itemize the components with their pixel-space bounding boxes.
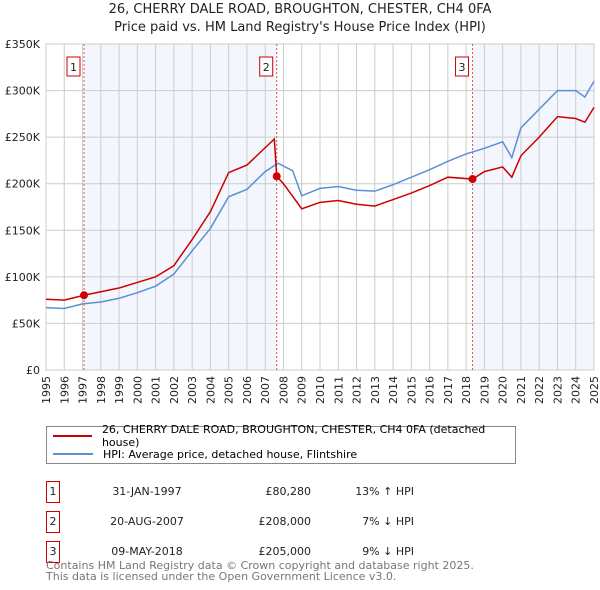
- x-tick-label: 2025: [588, 376, 600, 404]
- sale-point: [79, 291, 88, 300]
- transaction-price: £205,000: [258, 545, 312, 558]
- legend-swatch: [53, 453, 93, 455]
- legend: 26, CHERRY DALE ROAD, BROUGHTON, CHESTER…: [46, 423, 516, 464]
- transaction-number: 3: [46, 541, 60, 563]
- shaded-period: [83, 44, 277, 370]
- x-tick-label: 2020: [497, 376, 510, 404]
- marker-label-box: [66, 56, 81, 77]
- transaction-date: 31-JAN-1997: [112, 485, 182, 498]
- transaction-hpi: 13% ↑ HPI: [355, 485, 414, 498]
- transaction-number: 1: [46, 481, 60, 503]
- x-tick-label: 2010: [314, 376, 327, 404]
- x-tick-label: 1995: [40, 376, 53, 404]
- transaction-date: 09-MAY-2018: [111, 545, 183, 558]
- x-tick-label: 2011: [332, 376, 345, 404]
- x-tick-label: 2007: [259, 376, 272, 404]
- x-tick-label: 2008: [277, 376, 290, 404]
- x-tick-label: 2002: [168, 376, 181, 404]
- legend-swatch: [53, 435, 92, 437]
- y-tick-label: £250K: [5, 131, 41, 144]
- x-tick-label: 2019: [478, 376, 491, 404]
- transaction-hpi: 7% ↓ HPI: [362, 515, 414, 528]
- marker-label-box: [455, 56, 470, 77]
- property-price-line: [45, 106, 595, 301]
- marker-label: 2: [263, 61, 270, 74]
- x-tick-label: 1996: [58, 376, 71, 404]
- x-tick-label: 2021: [515, 376, 528, 404]
- y-tick-label: £100K: [5, 271, 41, 284]
- marker-label-box: [259, 56, 274, 77]
- x-tick-label: 2009: [296, 376, 309, 404]
- legend-label: HPI: Average price, detached house, Flin…: [103, 447, 358, 461]
- transaction-hpi: 9% ↓ HPI: [362, 545, 414, 558]
- y-tick-label: £150K: [5, 224, 41, 237]
- hpi-line: [45, 80, 595, 310]
- footer-line: Contains HM Land Registry data © Crown c…: [46, 559, 474, 572]
- sale-point: [272, 172, 281, 181]
- y-tick-label: £0: [26, 364, 40, 377]
- legend-item-hpi: HPI: Average price, detached house, Flin…: [53, 445, 357, 463]
- x-tick-label: 2003: [186, 376, 199, 404]
- shaded-period: [472, 44, 594, 370]
- footer: Contains HM Land Registry data © Crown c…: [46, 560, 474, 582]
- legend-item-property: 26, CHERRY DALE ROAD, BROUGHTON, CHESTER…: [53, 423, 515, 449]
- x-tick-label: 2016: [424, 376, 437, 404]
- marker-label: 1: [70, 61, 77, 74]
- y-tick-label: £200K: [5, 178, 41, 191]
- x-tick-label: 2014: [387, 376, 400, 404]
- x-tick-label: 2001: [150, 376, 163, 404]
- transaction-row: 2 20-AUG-2007 £208,000 7% ↓ HPI: [46, 511, 446, 533]
- x-tick-label: 2023: [551, 376, 564, 404]
- y-tick-label: £350K: [5, 38, 41, 51]
- x-tick-label: 1997: [77, 376, 90, 404]
- chart-title: 26, CHERRY DALE ROAD, BROUGHTON, CHESTER…: [108, 2, 492, 17]
- x-tick-label: 2004: [204, 376, 217, 404]
- transaction-row: 1 31-JAN-1997 £80,280 13% ↑ HPI: [46, 481, 446, 503]
- plot-border: [45, 43, 595, 371]
- plot-area: 1995 1996 1997 1998 1999 2000 2001 2002 2003 2004…: [5, 38, 600, 404]
- x-tick-label: 1998: [95, 376, 108, 404]
- transaction-date: 20-AUG-2007: [110, 515, 184, 528]
- x-tick-label: 2000: [131, 376, 144, 404]
- x-tick-label: 2006: [241, 376, 254, 404]
- x-tick-label: 2015: [405, 376, 418, 404]
- x-tick-label: 2022: [533, 376, 546, 404]
- chart-subtitle: Price paid vs. HM Land Registry's House …: [114, 20, 486, 35]
- y-tick-label: £300K: [5, 85, 41, 98]
- transaction-price: £208,000: [258, 515, 312, 528]
- transaction-number: 2: [46, 511, 60, 533]
- x-tick-label: 1999: [113, 376, 126, 404]
- footer-line: This data is licensed under the Open Gov…: [46, 570, 397, 583]
- y-tick-label: £50K: [12, 317, 41, 330]
- transaction-row: 3 09-MAY-2018 £205,000 9% ↓ HPI: [46, 541, 446, 563]
- marker-label: 3: [459, 61, 466, 74]
- x-tick-label: 2024: [570, 376, 583, 404]
- sale-point: [468, 175, 477, 184]
- transaction-price: £80,280: [265, 485, 312, 498]
- x-tick-label: 2013: [369, 376, 382, 404]
- x-tick-label: 2018: [460, 376, 473, 404]
- x-tick-label: 2012: [351, 376, 364, 404]
- legend-label: 26, CHERRY DALE ROAD, BROUGHTON, CHESTER…: [101, 423, 486, 449]
- x-tick-label: 2017: [442, 376, 455, 404]
- x-tick-label: 2005: [223, 376, 236, 404]
